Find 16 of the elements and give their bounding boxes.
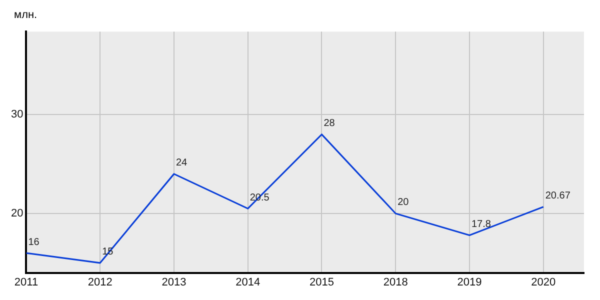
data-label: 16 <box>28 236 40 248</box>
x-tick-label: 2018 <box>383 276 408 288</box>
y-tick-label: 30 <box>10 108 24 121</box>
data-label: 17.8 <box>471 218 492 230</box>
x-tick-label: 2013 <box>162 276 186 288</box>
data-label: 28 <box>324 118 336 130</box>
data-label: 20 <box>398 197 410 208</box>
x-tick-label: 2014 <box>236 276 260 288</box>
x-tick-label: 2020 <box>531 276 556 288</box>
x-tick-label: 2011 <box>14 276 38 288</box>
data-label: 20.67 <box>545 190 571 202</box>
y-axis-title: млн. <box>13 8 38 22</box>
x-tick-label: 2019 <box>457 276 482 288</box>
x-tick-label: 2012 <box>88 276 112 288</box>
x-tick-label: 2015 <box>310 276 334 288</box>
data-label: 24 <box>176 158 188 169</box>
